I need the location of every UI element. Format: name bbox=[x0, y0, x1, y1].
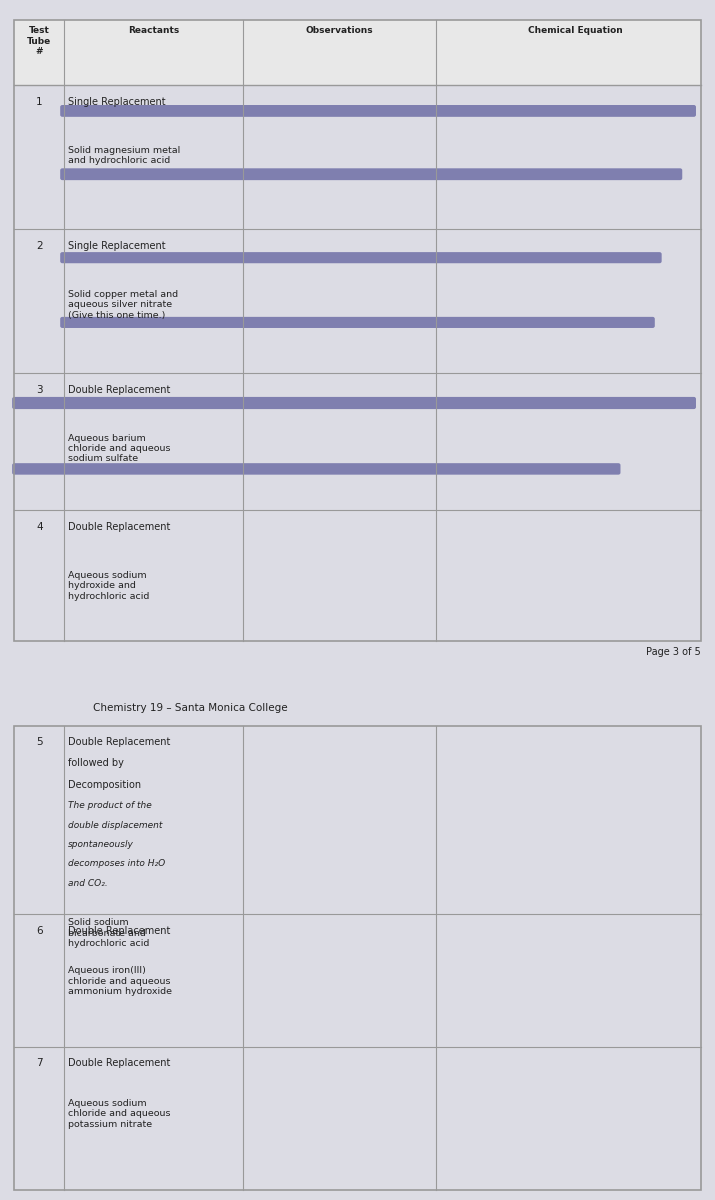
Text: Test
Tube
#: Test Tube # bbox=[27, 26, 51, 56]
Text: Double Replacement: Double Replacement bbox=[68, 1058, 170, 1068]
Text: Single Replacement: Single Replacement bbox=[68, 241, 166, 251]
FancyBboxPatch shape bbox=[60, 252, 661, 263]
Text: Aqueous sodium
chloride and aqueous
potassium nitrate: Aqueous sodium chloride and aqueous pota… bbox=[68, 1099, 170, 1129]
Text: spontaneously: spontaneously bbox=[68, 840, 134, 848]
Text: 2: 2 bbox=[36, 241, 43, 251]
Text: Chemical Equation: Chemical Equation bbox=[528, 26, 623, 35]
Text: double displacement: double displacement bbox=[68, 821, 162, 829]
Text: Reactants: Reactants bbox=[128, 26, 179, 35]
Text: Solid copper metal and
aqueous silver nitrate
(Give this one time.): Solid copper metal and aqueous silver ni… bbox=[68, 289, 178, 319]
Text: Double Replacement: Double Replacement bbox=[68, 925, 170, 936]
Text: Solid magnesium metal
and hydrochloric acid: Solid magnesium metal and hydrochloric a… bbox=[68, 146, 180, 166]
Text: 1: 1 bbox=[36, 97, 43, 107]
Text: 4: 4 bbox=[36, 522, 43, 532]
Text: Decomposition: Decomposition bbox=[68, 780, 141, 790]
Text: Double Replacement: Double Replacement bbox=[68, 522, 170, 532]
Text: 3: 3 bbox=[36, 384, 43, 395]
Text: Page 3 of 5: Page 3 of 5 bbox=[646, 648, 701, 658]
Text: The product of the: The product of the bbox=[68, 802, 152, 810]
Text: 6: 6 bbox=[36, 925, 43, 936]
FancyBboxPatch shape bbox=[60, 104, 696, 116]
Text: Aqueous barium
chloride and aqueous
sodium sulfate: Aqueous barium chloride and aqueous sodi… bbox=[68, 433, 170, 463]
Text: Aqueous iron(III)
chloride and aqueous
ammonium hydroxide: Aqueous iron(III) chloride and aqueous a… bbox=[68, 966, 172, 996]
Text: Aqueous sodium
hydroxide and
hydrochloric acid: Aqueous sodium hydroxide and hydrochlori… bbox=[68, 571, 149, 601]
FancyBboxPatch shape bbox=[60, 168, 682, 180]
Text: Double Replacement: Double Replacement bbox=[68, 737, 170, 746]
Bar bbox=[14, 19, 701, 85]
Text: decomposes into H₂O: decomposes into H₂O bbox=[68, 859, 165, 869]
Text: Observations: Observations bbox=[306, 26, 373, 35]
Text: 5: 5 bbox=[36, 737, 43, 746]
FancyBboxPatch shape bbox=[60, 317, 655, 328]
FancyBboxPatch shape bbox=[12, 463, 621, 475]
Text: and CO₂.: and CO₂. bbox=[68, 878, 108, 888]
Text: followed by: followed by bbox=[68, 758, 124, 768]
Text: Double Replacement: Double Replacement bbox=[68, 384, 170, 395]
Text: Solid sodium
bicarbonate and
hydrochloric acid: Solid sodium bicarbonate and hydrochlori… bbox=[68, 918, 149, 948]
Text: 7: 7 bbox=[36, 1058, 43, 1068]
FancyBboxPatch shape bbox=[12, 397, 696, 409]
Text: Chemistry 19 – Santa Monica College: Chemistry 19 – Santa Monica College bbox=[93, 703, 287, 713]
Text: Single Replacement: Single Replacement bbox=[68, 97, 166, 107]
